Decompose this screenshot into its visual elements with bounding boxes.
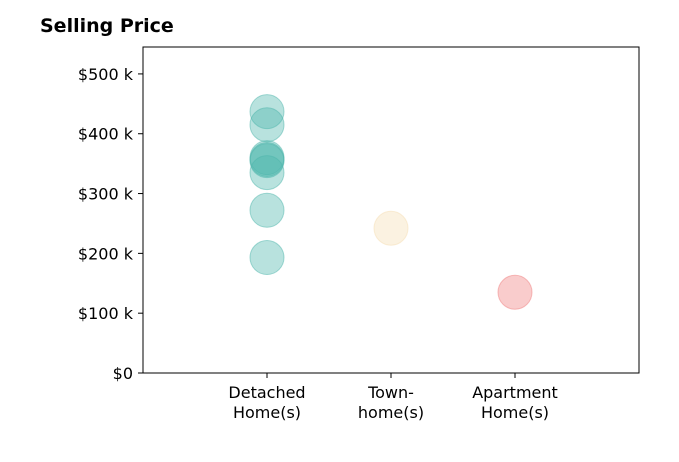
plot-area-frame: [142, 46, 640, 374]
y-tick-label: $500 k: [78, 65, 134, 84]
data-point: [249, 107, 285, 143]
x-tick-label: Apartment: [472, 383, 558, 402]
x-tick-label: Home(s): [481, 403, 549, 422]
x-axis: DetachedHome(s)Town-home(s)ApartmentHome…: [228, 373, 558, 422]
y-axis: $0 $100 k $200 k $300 k $400 k $500 k: [78, 65, 143, 383]
data-point: [249, 240, 285, 276]
y-tick-label: $400 k: [78, 125, 134, 144]
x-tick-label: Detached: [228, 383, 305, 402]
data-point: [249, 143, 285, 179]
chart-title: Selling Price: [40, 15, 174, 37]
y-tick-label: $0: [113, 364, 133, 383]
data-point: [249, 94, 285, 130]
data-point: [497, 274, 533, 310]
y-tick-label: $100 k: [78, 304, 134, 323]
x-tick-label: home(s): [358, 403, 424, 422]
x-tick-label: Town-: [367, 383, 414, 402]
data-points: [249, 94, 533, 310]
x-tick-label: Home(s): [233, 403, 301, 422]
data-point: [249, 192, 285, 228]
data-point: [249, 155, 285, 191]
y-tick-label: $300 k: [78, 185, 134, 204]
y-tick-label: $200 k: [78, 244, 134, 263]
data-point: [373, 210, 409, 246]
